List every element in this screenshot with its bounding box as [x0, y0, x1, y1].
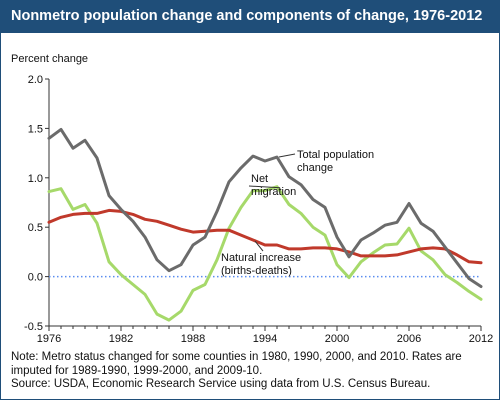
y-tick-label: 0.5 — [28, 222, 43, 234]
series-group — [47, 127, 483, 322]
x-tick-label: 2000 — [325, 333, 349, 345]
y-tick-label: 0.0 — [28, 272, 43, 284]
y-tick-label: 2.0 — [28, 74, 43, 86]
note-line-2: imputed for 1989-1990, 1999-2000, and 20… — [11, 364, 263, 377]
net-migration-line — [47, 185, 483, 322]
total-population-change-line — [47, 127, 483, 288]
total-population-label-line-1: Total population — [297, 149, 374, 161]
total-population-leader — [278, 153, 296, 158]
chart-notes: Note: Metro status changed for some coun… — [11, 351, 491, 392]
x-tick-label: 2012 — [469, 333, 493, 345]
title-bar: Nonmetro population change and component… — [1, 1, 499, 33]
note-line-1: Note: Metro status changed for some coun… — [11, 351, 462, 363]
y-tick-label: 1.5 — [28, 123, 43, 135]
natural-increase-label-line-2: (births-deaths) — [221, 265, 292, 277]
natural-increase-leader — [254, 240, 264, 252]
y-tick-label: -0.5 — [24, 321, 43, 333]
source-line: Source: USDA, Economic Research Service … — [11, 378, 431, 390]
y-tick-label: 1.0 — [28, 173, 43, 185]
net-migration-label-line-1: Net — [251, 173, 268, 185]
natural-increase-label-line-1: Natural increase — [221, 252, 301, 264]
x-tick-label: 1982 — [109, 333, 133, 345]
net-migration-label-line-2: migration — [251, 186, 296, 198]
x-tick-label: 2006 — [397, 333, 421, 345]
total-population-label-line-2: change — [297, 162, 333, 174]
net-migration-leader — [248, 185, 281, 189]
x-tick-label: 1976 — [37, 333, 61, 345]
x-tick-label: 1994 — [253, 333, 277, 345]
y-axis-label: Percent change — [11, 53, 88, 65]
chart-title: Nonmetro population change and component… — [11, 8, 483, 24]
x-tick-label: 1988 — [181, 333, 205, 345]
